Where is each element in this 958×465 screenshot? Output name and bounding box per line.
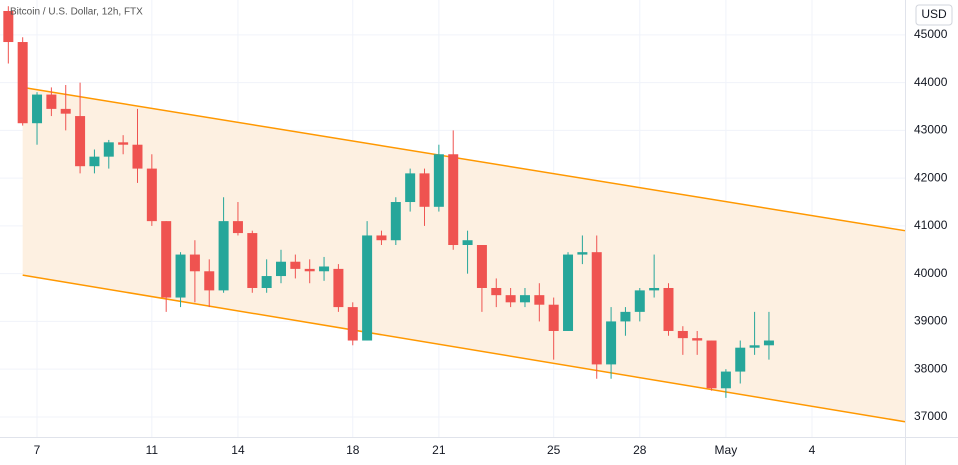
candle-body [75,116,86,167]
y-axis-label: USD [921,7,947,21]
unit-box [915,4,953,26]
candle-body [706,340,717,389]
candle-body [319,266,330,272]
candle-body [261,276,272,288]
candle-body [663,287,674,331]
candle-body [132,144,143,169]
candle-body [548,304,559,331]
candle-body [347,307,358,341]
candle-body [103,142,114,157]
y-tick-label: 44000 [914,75,948,89]
x-tick-label: 21 [432,443,446,457]
candle-body [405,173,416,203]
y-tick-label: 41000 [914,218,948,232]
y-tick-label: 40000 [914,266,948,280]
y-tick-label: 37000 [914,409,948,423]
channel-upper-line [22,86,906,232]
candle-body [505,295,516,303]
candle-body [563,254,574,331]
candle-body [763,340,774,346]
channel-lower-line [22,274,906,423]
candle-body [32,94,43,124]
candle-body [17,42,28,124]
x-tick-label: May [715,443,738,457]
candle-body [620,311,631,322]
x-tick-label: 7 [34,443,41,457]
candle-body [476,245,487,288]
candle-body [118,142,129,145]
candle-body [333,268,344,308]
candle-body [634,290,645,312]
candle-body [146,168,157,222]
x-tick-label: 28 [633,443,647,457]
x-tick-label: 11 [146,443,159,457]
candle-body [419,173,430,207]
candle-body [591,252,602,365]
candle-body [491,287,502,296]
candle-body [649,287,660,291]
candle-body [735,347,746,372]
candle-body [276,261,287,277]
candle-body [218,221,229,291]
candle-body [232,221,243,234]
x-tick-label: 14 [231,443,245,457]
candle-body [692,338,703,341]
candle-body [433,154,444,207]
candle-body [749,345,760,348]
candle-body [204,271,215,291]
candle-body [390,202,401,241]
candle-body [89,156,100,167]
y-tick-label: 43000 [914,123,948,137]
candle-body [247,233,258,288]
candle-body [448,154,459,246]
candle-body [290,261,301,269]
candle-body [46,94,57,109]
x-tick-label: 4 [809,443,816,457]
candle-body [3,10,14,43]
candle-body [534,295,545,305]
y-tick-label: 38000 [914,361,948,375]
chart-title: Bitcoin / U.S. Dollar, 12h, FTX [10,7,143,18]
y-tick-label: 42000 [914,170,948,184]
x-tick-label: 18 [346,443,360,457]
candle-body [161,221,172,298]
candle-body [720,371,731,389]
candle-body [304,268,315,272]
y-tick-label: 39000 [914,314,948,328]
candle-body [577,252,588,255]
candle-body [462,240,473,246]
candle-body [189,254,200,272]
y-tick-label: 45000 [914,27,948,41]
candle-body [677,330,688,339]
x-tick-label: 25 [547,443,561,457]
plot-area [0,0,906,437]
candle-body [376,235,387,241]
candle-body [175,254,186,298]
candle-body [362,235,373,341]
candle-body [60,108,71,114]
candle-body [606,321,617,365]
candle-body [519,295,530,303]
